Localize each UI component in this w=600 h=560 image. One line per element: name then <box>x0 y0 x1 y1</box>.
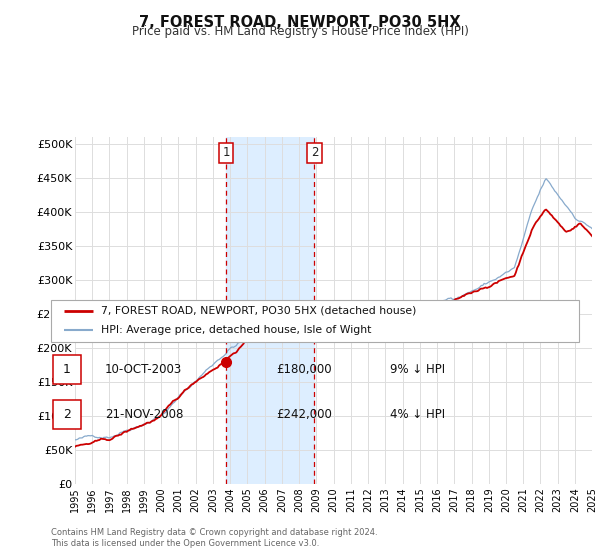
Text: 21-NOV-2008: 21-NOV-2008 <box>105 408 184 421</box>
Bar <box>226 137 314 484</box>
Text: 7, FOREST ROAD, NEWPORT, PO30 5HX: 7, FOREST ROAD, NEWPORT, PO30 5HX <box>139 15 461 30</box>
Text: 1: 1 <box>223 146 230 160</box>
Text: HPI: Average price, detached house, Isle of Wight: HPI: Average price, detached house, Isle… <box>101 325 371 335</box>
Text: 1: 1 <box>62 363 71 376</box>
Text: £242,000: £242,000 <box>276 408 332 421</box>
Text: 7, FOREST ROAD, NEWPORT, PO30 5HX (detached house): 7, FOREST ROAD, NEWPORT, PO30 5HX (detac… <box>101 306 416 316</box>
Text: £180,000: £180,000 <box>276 363 332 376</box>
FancyBboxPatch shape <box>53 400 80 428</box>
Text: 9% ↓ HPI: 9% ↓ HPI <box>390 363 445 376</box>
Text: 2: 2 <box>62 408 71 421</box>
Text: Price paid vs. HM Land Registry's House Price Index (HPI): Price paid vs. HM Land Registry's House … <box>131 25 469 38</box>
Text: 10-OCT-2003: 10-OCT-2003 <box>105 363 182 376</box>
Text: 4% ↓ HPI: 4% ↓ HPI <box>390 408 445 421</box>
FancyBboxPatch shape <box>51 300 579 342</box>
FancyBboxPatch shape <box>53 356 80 384</box>
Text: Contains HM Land Registry data © Crown copyright and database right 2024.
This d: Contains HM Land Registry data © Crown c… <box>51 528 377 548</box>
Text: 2: 2 <box>311 146 318 160</box>
